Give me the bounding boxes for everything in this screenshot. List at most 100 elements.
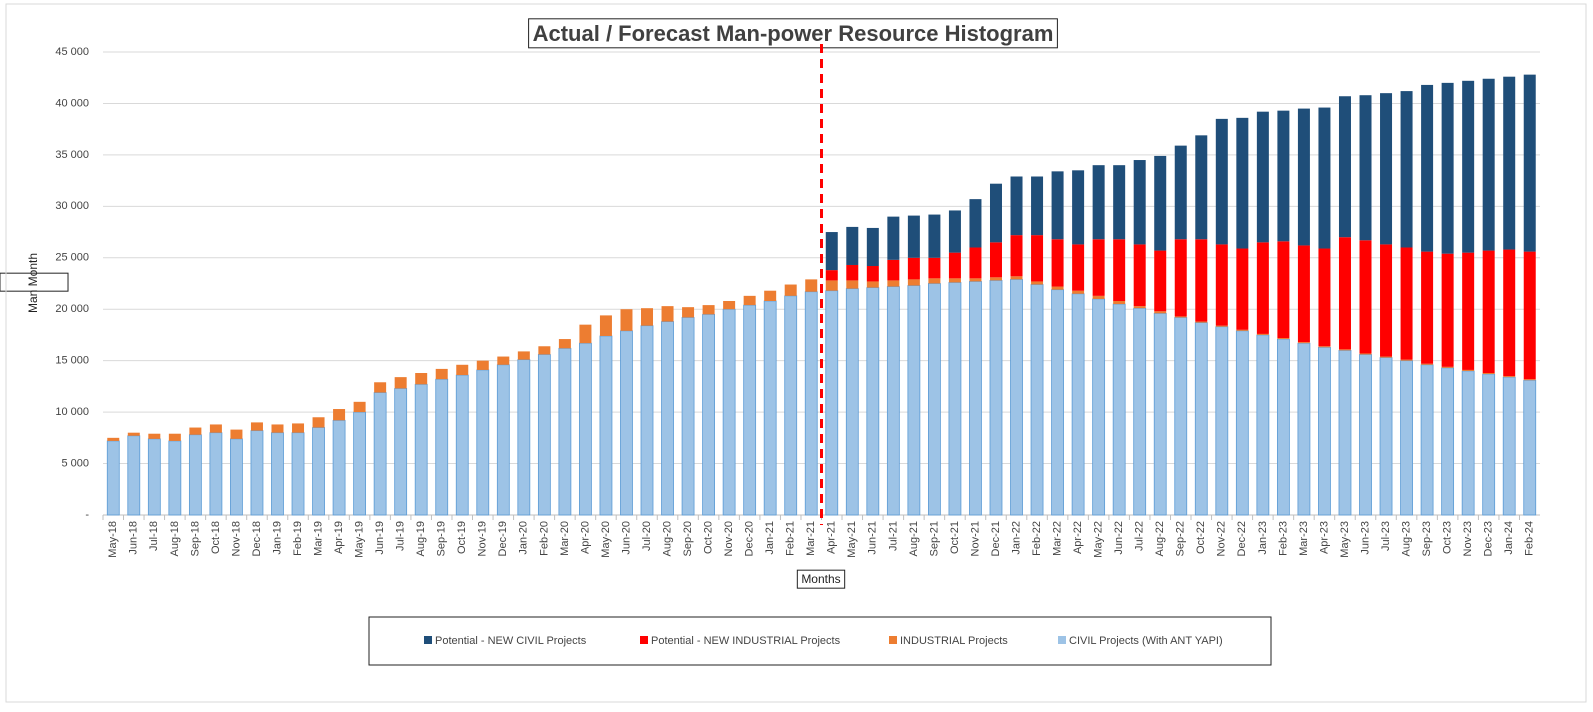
bar-segment: [1318, 107, 1331, 249]
bar-segment: [1359, 353, 1372, 355]
bar-segment: [1380, 93, 1393, 245]
bar-segment: [989, 280, 1003, 516]
bar-segment: [1154, 311, 1167, 314]
bar-segment: [784, 284, 797, 296]
bar-segment: [1502, 376, 1516, 516]
bar-segment: [1421, 363, 1434, 365]
bar-segment: [106, 440, 120, 516]
x-tick-label: Jul-22: [1134, 521, 1146, 551]
bar-segment: [147, 438, 161, 516]
bar-segment: [1215, 326, 1229, 516]
bar-segment: [1153, 312, 1167, 516]
bar-segment: [1503, 76, 1516, 250]
bar-segment: [1503, 249, 1516, 377]
bar-segment: [743, 304, 757, 516]
x-tick-label: Feb-23: [1277, 521, 1289, 556]
x-tick-label: Jan-20: [518, 521, 530, 555]
bar-segment: [333, 409, 346, 421]
bar-segment: [209, 424, 222, 433]
bar-segment: [928, 257, 941, 279]
bar-segment: [825, 232, 838, 271]
x-tick-label: Jan-22: [1010, 521, 1022, 555]
bar-segment: [1297, 342, 1311, 516]
bar-segment: [312, 417, 325, 428]
bar-segment: [271, 424, 284, 433]
bar-segment: [907, 285, 921, 516]
bar-segment: [907, 215, 920, 258]
bar-segment: [1010, 276, 1023, 280]
bar-segment: [1236, 248, 1249, 330]
legend-label: Potential - NEW CIVIL Projects: [435, 635, 587, 647]
bar-segment: [1154, 250, 1167, 312]
chart-frame: [5, 3, 1587, 703]
x-tick-label: Mar-21: [805, 521, 817, 556]
bar-segment: [1051, 289, 1064, 516]
bar-segment: [1051, 239, 1064, 287]
x-tick-label: Nov-22: [1216, 521, 1228, 556]
x-tick-label: Oct-21: [949, 521, 961, 554]
bar-segment: [168, 433, 181, 441]
bar-segment: [1215, 325, 1228, 327]
legend-label: CIVIL Projects (With ANT YAPI): [1069, 635, 1223, 647]
bar-segment: [1051, 171, 1064, 240]
x-tick-label: Apr-20: [579, 521, 591, 554]
bar-segment: [558, 339, 571, 349]
bar-segment: [1031, 235, 1044, 282]
bar-segment: [1338, 349, 1352, 516]
bar-segment: [1462, 369, 1475, 371]
bar-segment: [928, 283, 941, 516]
bar-segment: [886, 286, 900, 516]
bar-segment: [661, 306, 674, 322]
x-tick-label: Apr-22: [1072, 521, 1084, 554]
bar-segment: [1297, 245, 1310, 343]
legend-label: INDUSTRIAL Projects: [900, 635, 1008, 647]
bar-segment: [825, 270, 838, 281]
bar-segment: [414, 383, 428, 516]
x-tick-label: Aug-21: [908, 521, 920, 556]
bar-segment: [435, 368, 448, 380]
x-tick-label: Dec-20: [744, 521, 756, 556]
bar-segment: [702, 313, 715, 516]
bar-segment: [1359, 354, 1372, 516]
bar-segment: [1092, 298, 1106, 516]
y-tick-label: 25 000: [55, 252, 89, 264]
bar-segment: [1441, 82, 1454, 254]
bar-segment: [1482, 373, 1496, 516]
x-tick-label: Nov-20: [723, 521, 735, 556]
y-tick-label: 15 000: [55, 355, 89, 367]
bar-segment: [558, 347, 572, 516]
bar-segment: [661, 321, 674, 516]
x-tick-label: Dec-19: [497, 521, 509, 556]
bar-segment: [1461, 370, 1475, 516]
bar-segment: [1482, 250, 1495, 374]
bar-segment: [969, 199, 982, 248]
bar-segment: [1195, 321, 1208, 323]
x-tick-label: Apr-23: [1318, 521, 1330, 554]
x-tick-label: Jun-23: [1359, 521, 1371, 555]
bar-segment: [1318, 346, 1331, 516]
bar-segment: [887, 216, 900, 260]
y-tick-label: 40 000: [55, 97, 89, 109]
bar-segment: [1276, 338, 1290, 516]
bar-segment: [1421, 84, 1434, 252]
bar-segment: [1256, 333, 1269, 335]
x-tick-label: Mar-22: [1051, 521, 1063, 556]
x-tick-label: Mar-23: [1298, 521, 1310, 556]
bar-segment: [1072, 244, 1085, 291]
bar-segment: [456, 364, 469, 376]
x-tick-label: Feb-19: [292, 521, 304, 556]
bar-segment: [579, 342, 592, 516]
x-tick-label: Jun-18: [128, 521, 140, 555]
x-label-box: [796, 569, 846, 589]
bar-segment: [948, 278, 961, 283]
x-tick-label: Jun-22: [1113, 521, 1125, 555]
bar-segment: [989, 242, 1002, 278]
bar-segment: [1482, 373, 1495, 375]
bar-segment: [804, 291, 818, 516]
bar-segment: [1133, 244, 1146, 307]
bar-segment: [353, 401, 366, 413]
bar-segment: [517, 359, 531, 516]
chart-title: Actual / Forecast Man-power Resource His…: [533, 21, 1054, 46]
bar-segment: [1195, 135, 1208, 240]
bar-segment: [476, 360, 489, 370]
